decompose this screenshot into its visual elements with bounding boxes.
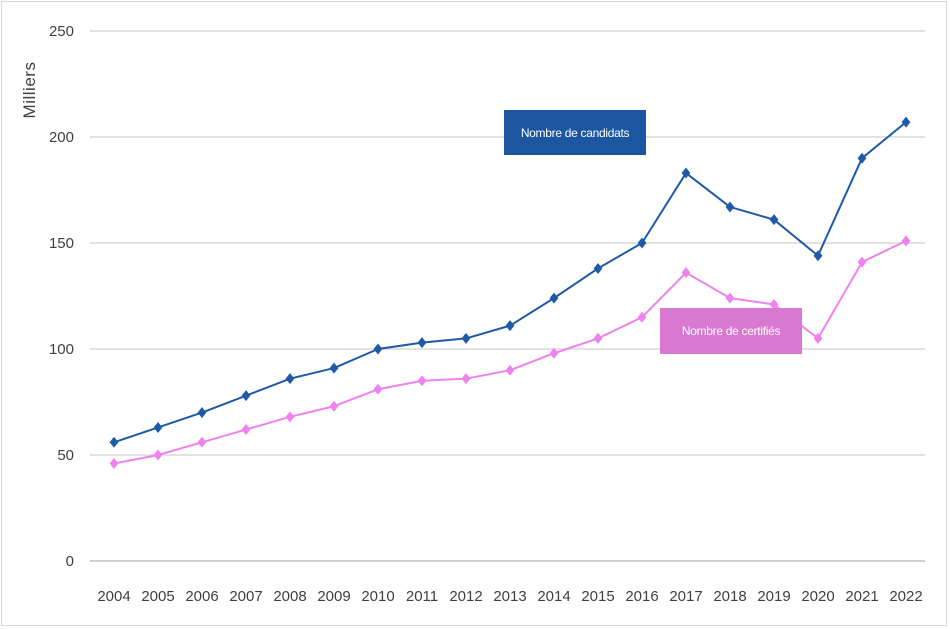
data-point-certifies-2015 — [593, 332, 603, 344]
data-point-candidats-2011 — [417, 337, 427, 349]
x-tick-label-2007: 2007 — [229, 588, 262, 605]
data-point-candidats-2020 — [813, 250, 823, 262]
data-point-candidats-2004 — [109, 436, 119, 448]
series-line-candidats — [113, 121, 907, 444]
x-axis-ticks: 2004 2005 2006 2007 2008 2009 2010 2011 2012 2013… — [97, 588, 922, 605]
data-point-certifies-2017 — [681, 267, 691, 279]
series-group — [109, 116, 911, 469]
data-point-certifies-2020 — [813, 332, 823, 344]
y-tick-label-150: 150 — [49, 235, 74, 252]
legend-label-certifies: Nombre de certifiés — [681, 324, 781, 338]
x-tick-label-2020: 2020 — [801, 588, 834, 605]
series-certifies — [109, 235, 911, 469]
y-axis-title: Milliers — [10, 50, 50, 130]
data-point-certifies-2004 — [109, 457, 119, 469]
data-point-candidats-2005 — [153, 421, 163, 433]
data-point-certifies-2021 — [857, 256, 867, 268]
y-axis-ticks: 0 50 100 150 200 250 — [49, 23, 74, 570]
data-point-candidats-2007 — [241, 390, 251, 402]
x-tick-label-2013: 2013 — [493, 588, 526, 605]
x-tick-label-2012: 2012 — [449, 588, 482, 605]
x-tick-label-2009: 2009 — [317, 588, 350, 605]
data-point-candidats-2012 — [461, 332, 471, 344]
x-tick-label-2018: 2018 — [713, 588, 746, 605]
data-point-certifies-2005 — [153, 449, 163, 461]
y-tick-label-250: 250 — [49, 23, 74, 40]
x-tick-label-2016: 2016 — [625, 588, 658, 605]
data-point-certifies-2007 — [241, 424, 251, 436]
data-point-certifies-2022 — [901, 235, 911, 247]
y-tick-label-100: 100 — [49, 341, 74, 358]
x-tick-label-2006: 2006 — [185, 588, 218, 605]
data-point-candidats-2009 — [329, 362, 339, 374]
data-point-candidats-2014 — [549, 292, 559, 304]
data-point-certifies-2016 — [637, 311, 647, 323]
x-tick-label-2014: 2014 — [537, 588, 570, 605]
data-point-certifies-2013 — [505, 364, 515, 376]
data-point-candidats-2006 — [197, 407, 207, 419]
x-tick-label-2015: 2015 — [581, 588, 614, 605]
x-tick-label-2019: 2019 — [757, 588, 790, 605]
data-point-certifies-2012 — [461, 373, 471, 385]
data-point-certifies-2008 — [285, 411, 295, 423]
data-point-candidats-2017 — [681, 167, 691, 179]
data-point-certifies-2018 — [725, 292, 735, 304]
x-tick-label-2008: 2008 — [273, 588, 306, 605]
data-point-candidats-2016 — [637, 237, 647, 249]
data-point-certifies-2009 — [329, 400, 339, 412]
data-point-certifies-2014 — [549, 347, 559, 359]
x-tick-label-2010: 2010 — [361, 588, 394, 605]
x-tick-label-2004: 2004 — [97, 588, 130, 605]
y-tick-label-200: 200 — [49, 129, 74, 146]
data-point-candidats-2022 — [901, 116, 911, 128]
x-tick-label-2022: 2022 — [889, 588, 922, 605]
x-tick-label-2021: 2021 — [845, 588, 878, 605]
y-tick-label-0: 0 — [66, 553, 74, 570]
data-point-candidats-2021 — [857, 152, 867, 164]
data-point-candidats-2010 — [373, 343, 383, 355]
data-point-certifies-2019 — [769, 298, 779, 310]
data-point-candidats-2008 — [285, 373, 295, 385]
series-candidats — [109, 116, 911, 448]
x-tick-label-2005: 2005 — [141, 588, 174, 605]
x-tick-label-2017: 2017 — [669, 588, 702, 605]
legend-label-candidats: Nombre de candidats — [520, 125, 630, 140]
legend-nombre-de-certifies: Nombre de certifiés — [660, 308, 802, 354]
data-point-certifies-2006 — [197, 436, 207, 448]
legend-nombre-de-candidats: Nombre de candidats — [504, 110, 646, 155]
data-point-certifies-2011 — [417, 375, 427, 387]
y-tick-label-50: 50 — [57, 447, 74, 464]
data-point-candidats-2015 — [593, 262, 603, 274]
y-axis-title-text: Milliers — [20, 61, 39, 119]
data-point-candidats-2019 — [769, 214, 779, 226]
data-point-certifies-2010 — [373, 383, 383, 395]
data-point-candidats-2018 — [725, 201, 735, 213]
x-tick-label-2011: 2011 — [406, 588, 438, 605]
data-point-candidats-2013 — [505, 320, 515, 332]
